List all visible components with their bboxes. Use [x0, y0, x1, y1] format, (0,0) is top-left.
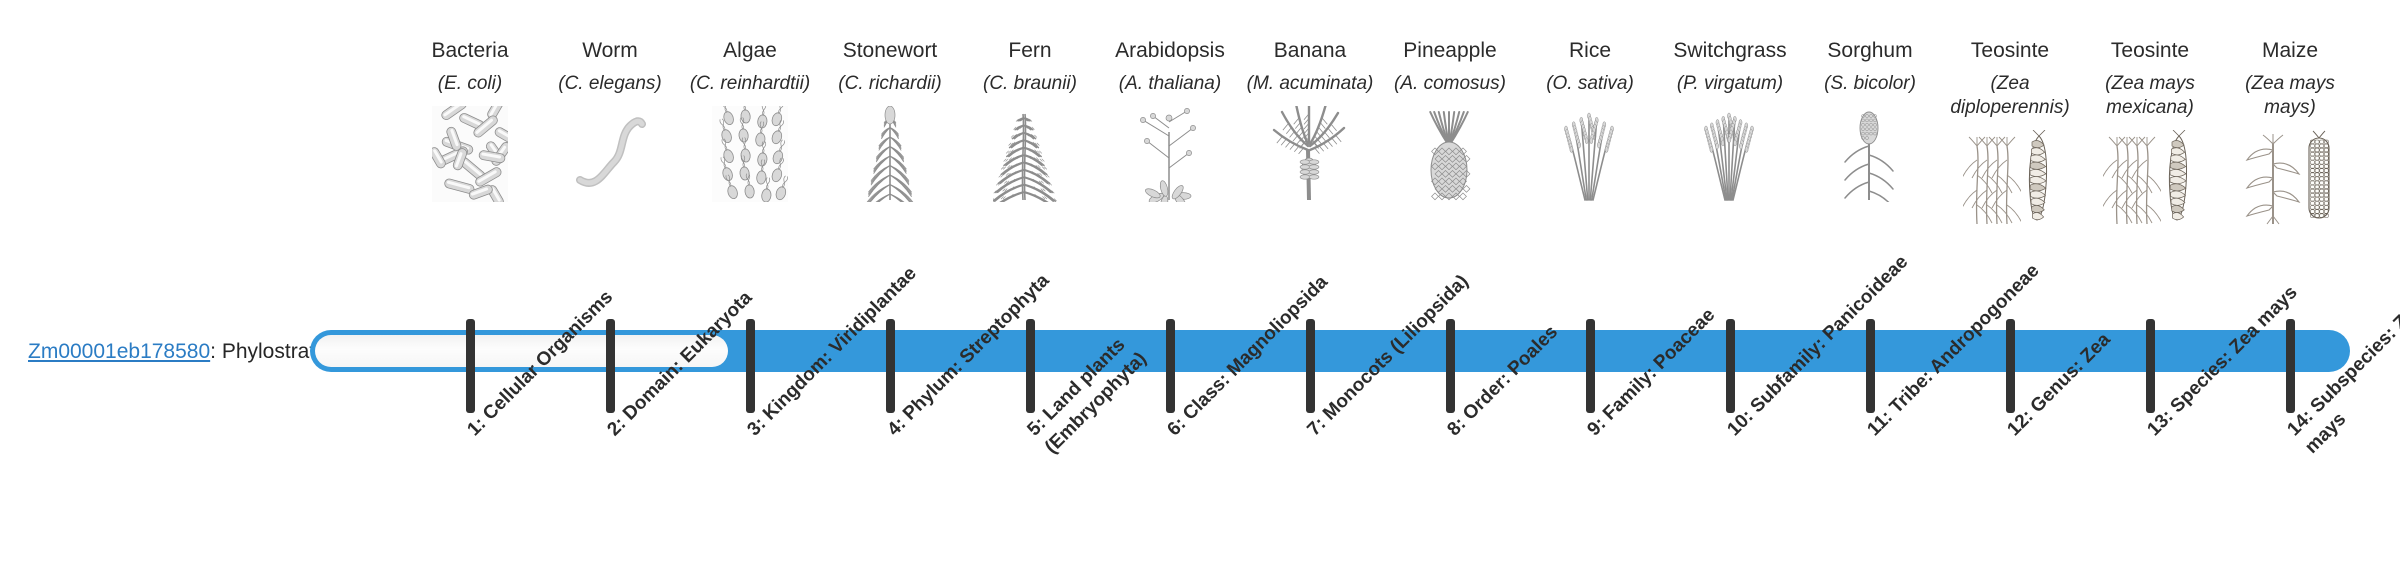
- species-column: Teosinte (Zea mays mexicana): [2083, 38, 2217, 226]
- stratum-tick: [2005, 319, 2015, 413]
- species-column: Sorghum (S. bicolor): [1803, 38, 1937, 202]
- fern-frond-icon: [963, 102, 1097, 202]
- stratum-tick: [745, 319, 755, 413]
- species-column: Banana (M. acuminata): [1243, 38, 1377, 202]
- stratum-tick: [605, 319, 615, 413]
- phylogeny-track: Bacteria (E. coli) Worm (C. elegans) Algae (C…: [310, 0, 2400, 580]
- pineapple-icon: [1383, 102, 1517, 202]
- stratum-tick: [1025, 319, 1035, 413]
- species-column: Pineapple (A. comosus): [1383, 38, 1517, 202]
- species-common-name: Switchgrass: [1673, 39, 1787, 62]
- species-column: Teosinte (Zea diploperennis): [1943, 38, 2077, 226]
- gene-label-separator: :: [210, 340, 222, 363]
- species-scientific-name: (Zea mays mexicana): [2105, 73, 2195, 118]
- species-column: Maize (Zea mays mays): [2223, 38, 2357, 226]
- species-scientific-name: (C. reinhardtii): [689, 73, 811, 94]
- stratum-tick: [2285, 319, 2295, 413]
- maize-plant-ear-icon: [2223, 126, 2357, 226]
- species-scientific-name: (S. bicolor): [1824, 73, 1916, 94]
- arabidopsis-icon: [1103, 102, 1237, 202]
- bacteria-rods-icon: [403, 102, 537, 202]
- species-scientific-name: (C. richardii): [838, 73, 942, 94]
- stratum-tick: [1865, 319, 1875, 413]
- species-column: Arabidopsis (A. thaliana): [1103, 38, 1237, 202]
- sorghum-icon: [1803, 102, 1937, 202]
- species-common-name: Arabidopsis: [1115, 39, 1225, 62]
- stonewort-icon: [823, 102, 957, 202]
- stratum-tick: [465, 319, 475, 413]
- gene-id-link[interactable]: Zm00001eb178580: [28, 340, 211, 363]
- rice-grass-icon: [1523, 102, 1657, 202]
- phylostratum-progress-bar[interactable]: [310, 330, 2350, 372]
- species-common-name: Algae: [723, 39, 777, 62]
- species-common-name: Teosinte: [1970, 39, 2050, 62]
- species-scientific-name: (P. virgatum): [1676, 73, 1784, 94]
- species-scientific-name: (A. comosus): [1394, 73, 1506, 94]
- species-common-name: Stonewort: [842, 39, 938, 62]
- species-common-name: Maize: [2261, 39, 2319, 62]
- stratum-tick: [885, 319, 895, 413]
- species-common-name: Worm: [582, 39, 638, 62]
- teosinte-plant-ear-icon: [1943, 126, 2077, 226]
- species-common-name: Pineapple: [1403, 39, 1497, 62]
- stratum-tick: [2145, 319, 2155, 413]
- species-scientific-name: (Zea diploperennis): [1950, 73, 2070, 118]
- species-column: Worm (C. elegans): [543, 38, 677, 202]
- switchgrass-icon: [1663, 102, 1797, 202]
- species-common-name: Sorghum: [1827, 39, 1913, 62]
- species-scientific-name: (A. thaliana): [1118, 73, 1222, 94]
- progress-bar-empty-region: [315, 335, 728, 367]
- teosinte-plant-ear-icon: [2083, 126, 2217, 226]
- species-scientific-name: (E. coli): [437, 73, 503, 94]
- species-column: Switchgrass (P. virgatum): [1663, 38, 1797, 202]
- stratum-tick: [1445, 319, 1455, 413]
- stratum-tick: [1305, 319, 1315, 413]
- stratum-tick: [1585, 319, 1595, 413]
- stratum-tick: [1165, 319, 1175, 413]
- nematode-worm-icon: [543, 102, 677, 202]
- species-common-name: Banana: [1273, 39, 1347, 62]
- species-scientific-name: (C. braunii): [983, 73, 1077, 94]
- species-common-name: Teosinte: [2110, 39, 2190, 62]
- species-common-name: Bacteria: [431, 39, 509, 62]
- species-column: Fern (C. braunii): [963, 38, 1097, 202]
- stratum-tick: [1725, 319, 1735, 413]
- species-column: Stonewort (C. richardii): [823, 38, 957, 202]
- species-scientific-name: (O. sativa): [1546, 73, 1634, 94]
- algae-cells-icon: [683, 102, 817, 202]
- species-column: Bacteria (E. coli): [403, 38, 537, 202]
- species-common-name: Rice: [1568, 39, 1611, 62]
- species-scientific-name: (C. elegans): [558, 73, 662, 94]
- species-scientific-name: (Zea mays mays): [2245, 73, 2335, 118]
- banana-palm-icon: [1243, 102, 1377, 202]
- species-scientific-name: (M. acuminata): [1246, 73, 1374, 94]
- species-column: Rice (O. sativa): [1523, 38, 1657, 202]
- species-common-name: Fern: [1008, 39, 1052, 62]
- species-column: Algae (C. reinhardtii): [683, 38, 817, 202]
